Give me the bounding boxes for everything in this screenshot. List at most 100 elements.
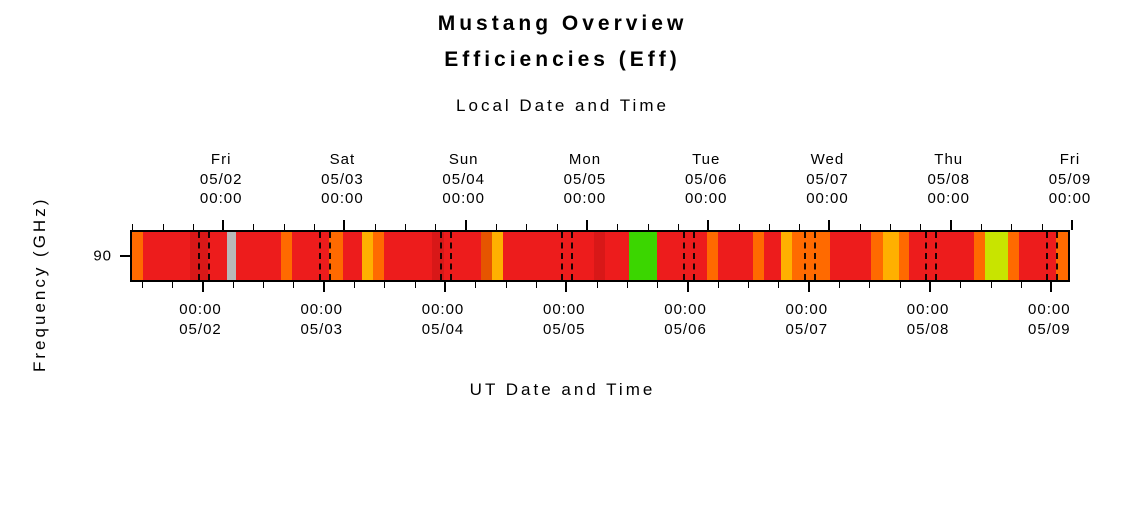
bottom-tick-minor	[748, 282, 749, 288]
bot-label-date: 05/05	[524, 320, 604, 340]
grid-dashed-line	[208, 232, 210, 280]
top-label-time: 00:00	[787, 189, 867, 209]
top-tick-minor	[617, 224, 618, 230]
top-label-date: 05/09	[1030, 170, 1110, 190]
bot-label-time: 00:00	[403, 300, 483, 320]
heatmap-cell	[227, 232, 236, 280]
bot-label-time: 00:00	[888, 300, 968, 320]
bottom-axis-tick-label: 00:0005/06	[646, 300, 726, 339]
heatmap-cell	[974, 232, 985, 280]
bot-label-time: 00:00	[767, 300, 847, 320]
bot-label-time: 00:00	[282, 300, 362, 320]
top-tick-minor	[375, 224, 376, 230]
heatmap-cell	[281, 232, 292, 280]
top-tick-minor	[648, 224, 649, 230]
top-axis-tick-label: Tue05/0600:00	[666, 150, 746, 209]
heatmap-cell	[343, 232, 362, 280]
heatmap-cell	[899, 232, 908, 280]
bottom-axis-tick-label: 00:0005/08	[888, 300, 968, 339]
top-tick-minor	[920, 224, 921, 230]
grid-dashed-line	[693, 232, 695, 280]
bottom-tick-major	[323, 282, 325, 292]
top-tick-minor	[799, 224, 800, 230]
bottom-tick-minor	[991, 282, 992, 288]
heatmap-cell	[143, 232, 190, 280]
top-tick-minor	[557, 224, 558, 230]
top-axis-tick-label: Fri05/0200:00	[181, 150, 261, 209]
heatmap-cell	[292, 232, 329, 280]
top-tick-minor	[405, 224, 406, 230]
bottom-tick-major	[929, 282, 931, 292]
bottom-axis-tick-label: 00:0005/04	[403, 300, 483, 339]
heatmap-cell	[503, 232, 594, 280]
bottom-tick-minor	[415, 282, 416, 288]
grid-dashed-line	[319, 232, 321, 280]
heatmap-cell	[373, 232, 384, 280]
heatmap-cell	[830, 232, 872, 280]
bottom-tick-minor	[900, 282, 901, 288]
heatmap-cell	[753, 232, 764, 280]
bottom-axis-tick-label: 00:0005/07	[767, 300, 847, 339]
grid-dashed-line	[683, 232, 685, 280]
top-label-time: 00:00	[666, 189, 746, 209]
heatmap-row	[132, 232, 1068, 280]
grid-dashed-line	[804, 232, 806, 280]
heatmap-cell	[883, 232, 900, 280]
top-tick-minor	[678, 224, 679, 230]
top-tick-minor	[253, 224, 254, 230]
top-tick-major	[950, 220, 952, 230]
grid-dashed-line	[935, 232, 937, 280]
bot-label-time: 00:00	[161, 300, 241, 320]
heatmap-cell	[329, 232, 343, 280]
bottom-tick-minor	[536, 282, 537, 288]
top-tick-minor	[526, 224, 527, 230]
top-tick-minor	[1011, 224, 1012, 230]
top-axis-tick-label: Fri05/0900:00	[1030, 150, 1110, 209]
top-tick-major	[828, 220, 830, 230]
grid-dashed-line	[814, 232, 816, 280]
top-label-time: 00:00	[181, 189, 261, 209]
heatmap-cell	[764, 232, 781, 280]
top-tick-minor	[435, 224, 436, 230]
grid-dashed-line	[329, 232, 331, 280]
bottom-tick-major	[202, 282, 204, 292]
bot-label-date: 05/04	[403, 320, 483, 340]
top-tick-minor	[769, 224, 770, 230]
bottom-tick-minor	[839, 282, 840, 288]
heatmap-cell	[594, 232, 605, 280]
top-tick-major	[343, 220, 345, 230]
bot-label-date: 05/08	[888, 320, 968, 340]
bottom-tick-minor	[960, 282, 961, 288]
bottom-tick-minor	[869, 282, 870, 288]
top-label-day: Fri	[1030, 150, 1110, 170]
bottom-tick-major	[808, 282, 810, 292]
top-tick-minor	[163, 224, 164, 230]
top-label-date: 05/08	[909, 170, 989, 190]
plot-area: 90	[130, 230, 1070, 282]
top-label-date: 05/02	[181, 170, 261, 190]
top-label-time: 00:00	[909, 189, 989, 209]
top-tick-major	[707, 220, 709, 230]
top-tick-minor	[284, 224, 285, 230]
top-axis-tick-label: Mon05/0500:00	[545, 150, 625, 209]
heatmap-cell	[1008, 232, 1019, 280]
chart-title-line1: Mustang Overview	[0, 12, 1125, 36]
bottom-tick-minor	[627, 282, 628, 288]
top-label-day: Fri	[181, 150, 261, 170]
bottom-tick-minor	[506, 282, 507, 288]
bottom-tick-major	[687, 282, 689, 292]
bottom-tick-major	[565, 282, 567, 292]
top-label-date: 05/04	[424, 170, 504, 190]
bottom-tick-minor	[354, 282, 355, 288]
top-label-date: 05/05	[545, 170, 625, 190]
heatmap-cell	[362, 232, 373, 280]
grid-dashed-line	[440, 232, 442, 280]
bottom-axis-title: UT Date and Time	[0, 380, 1125, 400]
top-tick-minor	[314, 224, 315, 230]
bot-label-time: 00:00	[646, 300, 726, 320]
top-axis-tick-label: Wed05/0700:00	[787, 150, 867, 209]
heatmap-cell	[792, 232, 829, 280]
top-label-time: 00:00	[424, 189, 504, 209]
top-tick-major	[465, 220, 467, 230]
top-tick-major	[1071, 220, 1073, 230]
